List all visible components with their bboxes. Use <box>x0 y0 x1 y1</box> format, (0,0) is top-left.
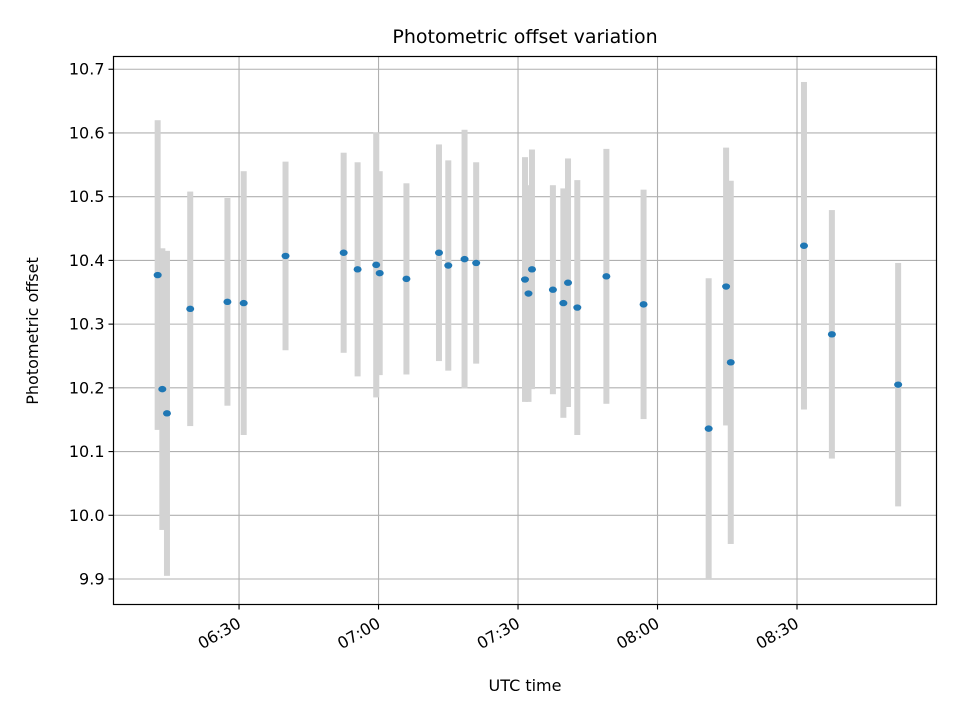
data-point <box>602 273 611 280</box>
data-point <box>281 252 290 260</box>
x-axis-label: UTC time <box>489 676 562 695</box>
data-point <box>375 269 384 277</box>
data-point <box>223 298 232 306</box>
data-point <box>158 385 167 393</box>
data-point <box>639 301 648 308</box>
data-point <box>460 255 469 263</box>
y-tick-label: 10.4 <box>69 251 105 270</box>
data-point <box>704 425 713 432</box>
y-tick-label: 10.0 <box>69 506 105 525</box>
data-point <box>153 271 162 279</box>
data-point <box>434 249 443 256</box>
y-axis-label: Photometric offset <box>23 257 42 405</box>
data-point <box>827 331 836 338</box>
data-point <box>573 304 582 311</box>
y-tick-label: 10.5 <box>69 187 105 206</box>
y-tick-label: 10.2 <box>69 378 105 397</box>
data-point <box>339 249 348 256</box>
data-point <box>521 276 529 283</box>
y-tick-label: 10.1 <box>69 442 105 461</box>
data-point <box>548 286 557 293</box>
data-points <box>153 242 903 432</box>
data-point <box>472 259 481 267</box>
data-point <box>527 266 536 273</box>
data-point <box>894 381 903 388</box>
y-tick-label: 10.6 <box>69 123 105 142</box>
data-point <box>444 262 453 269</box>
data-point <box>559 299 568 307</box>
data-point <box>722 283 731 290</box>
data-point <box>564 279 573 286</box>
data-point <box>799 242 808 249</box>
data-point <box>162 410 171 417</box>
data-point <box>402 275 411 283</box>
y-tick-label: 10.7 <box>69 60 105 79</box>
plot-frame <box>112 55 938 606</box>
y-tick-label: 9.9 <box>79 570 104 589</box>
y-axis: 9.9 10.0 10.1 10.2 10.3 10.4 10.5 10.6 10.7 <box>69 60 114 589</box>
data-point <box>186 305 195 313</box>
chart-title: Photometric offset variation <box>392 26 657 48</box>
data-point <box>239 299 248 307</box>
y-tick-label: 10.3 <box>69 315 105 334</box>
data-point <box>524 290 533 297</box>
data-point <box>372 261 381 269</box>
data-point <box>726 359 735 366</box>
data-point <box>353 266 362 273</box>
